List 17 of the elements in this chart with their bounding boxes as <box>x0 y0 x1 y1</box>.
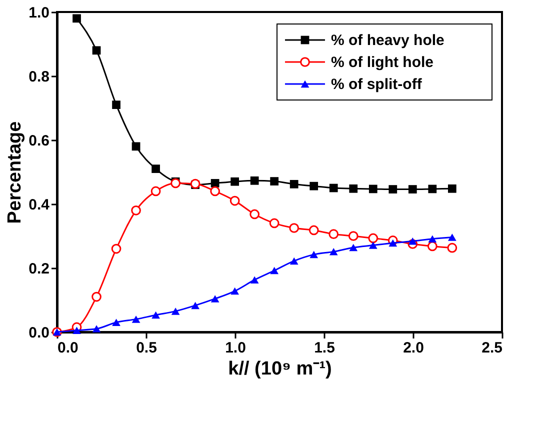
legend-label: % of heavy hole <box>331 32 444 49</box>
y-tick-label: 0.6 <box>28 132 50 150</box>
legend-label: % of split-off <box>331 76 423 93</box>
x-axis-title: k// (10⁹ m⁻¹) <box>228 358 332 380</box>
y-axis-title: Percentage <box>4 121 26 224</box>
y-tick-label: 0.8 <box>28 68 50 86</box>
y-tick-label: 0.4 <box>28 196 50 214</box>
y-tick-label: 0.0 <box>28 324 50 342</box>
x-tick-label: 1.5 <box>314 340 335 356</box>
x-tick-label: 2.0 <box>403 340 424 356</box>
x-tick-label: 2.5 <box>482 340 502 356</box>
y-tick-label: 1.0 <box>28 4 50 22</box>
legend-label: % of light hole <box>331 54 434 71</box>
x-tick-label: 1.0 <box>225 340 246 356</box>
y-tick-label: 0.2 <box>28 260 50 278</box>
x-tick-label: 0.0 <box>58 340 78 356</box>
x-tick-label: 0.5 <box>136 340 157 356</box>
